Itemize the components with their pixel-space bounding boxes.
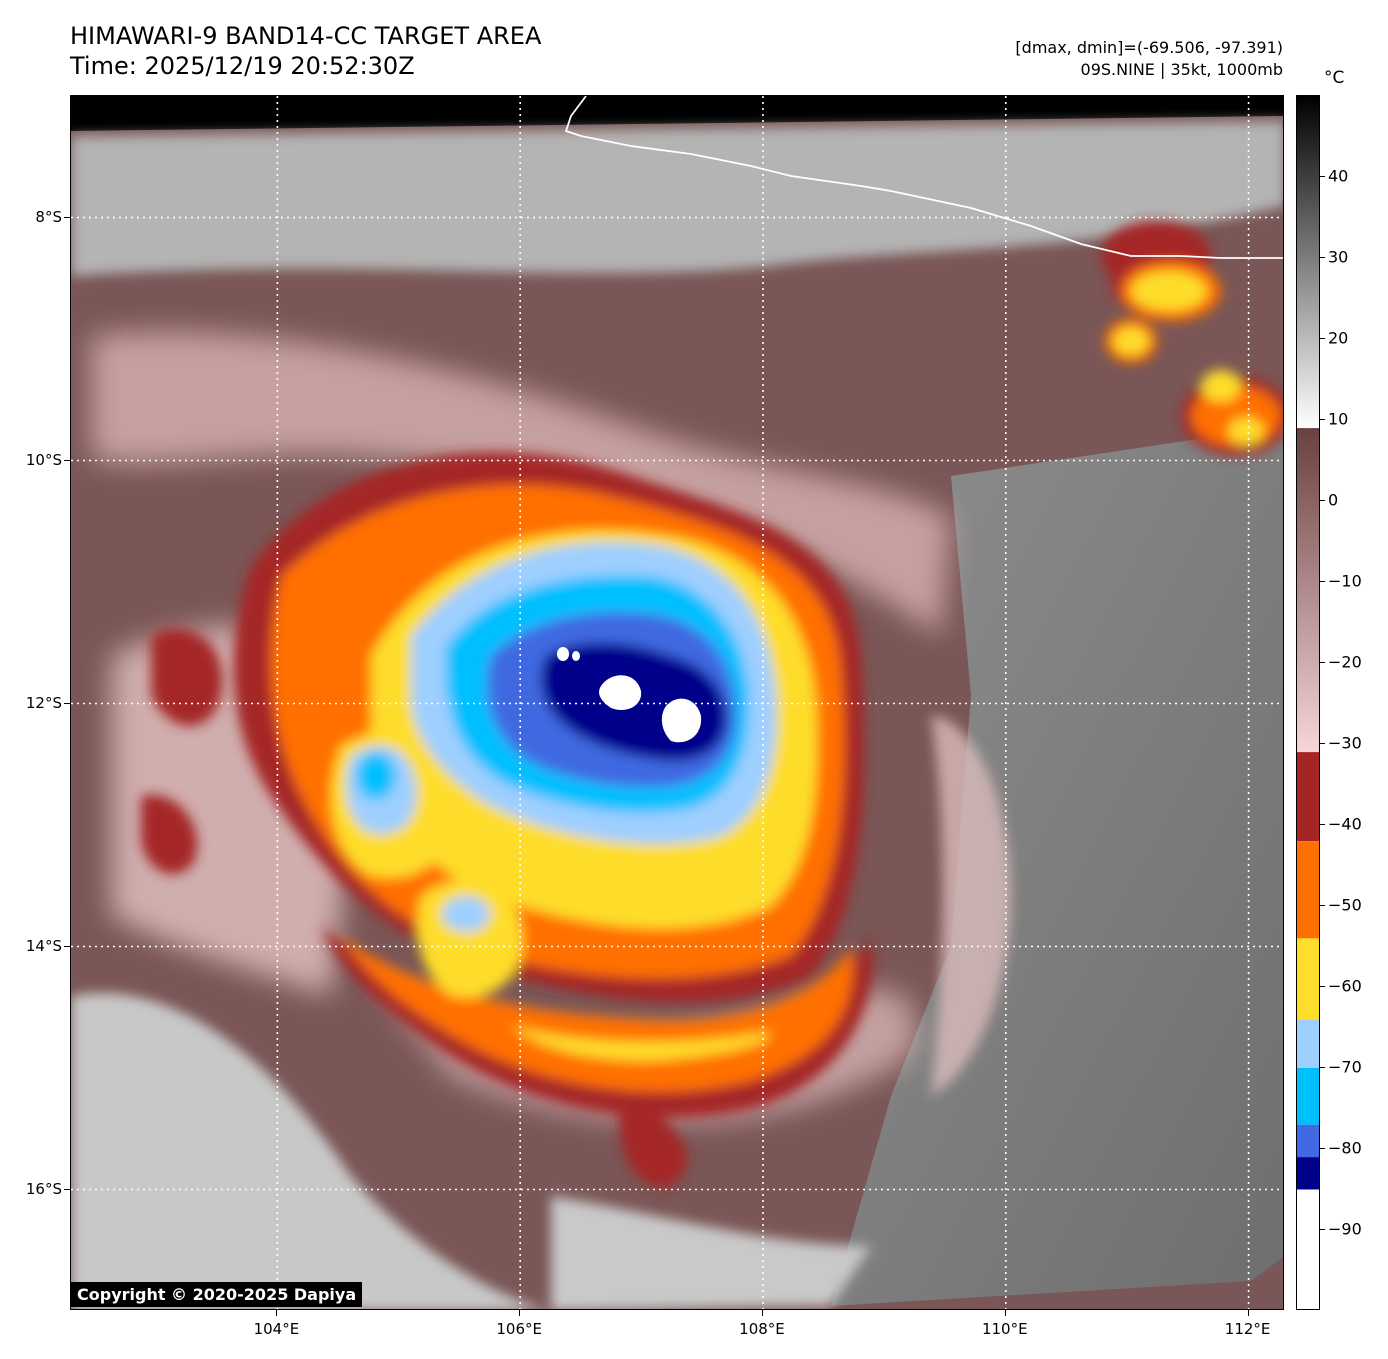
colorbar-segment	[1297, 1189, 1319, 1309]
storm-info: 09S.NINE | 35kt, 1000mb	[1080, 60, 1283, 79]
colorbar	[1296, 95, 1320, 1310]
colorbar-tick-label: −10	[1328, 571, 1362, 591]
colorbar-tick-mark	[1320, 1229, 1325, 1230]
colorbar-segment	[1297, 841, 1319, 939]
colorbar-tick-mark	[1320, 581, 1325, 582]
colorbar-tick-mark	[1320, 905, 1325, 906]
colorbar-segment	[1297, 1157, 1319, 1190]
latitude-tick-mark	[64, 459, 70, 461]
colorbar-tick-mark	[1320, 824, 1325, 825]
latitude-tick-label: 16°S	[25, 1179, 62, 1198]
colorbar-segment	[1297, 752, 1319, 842]
colorbar-tick-label: 10	[1328, 409, 1349, 429]
colorbar-tick-mark	[1320, 176, 1325, 177]
latitude-tick-mark	[64, 945, 70, 947]
colorbar-tick-label: 30	[1328, 247, 1349, 267]
colorbar-tick-label: 40	[1328, 166, 1349, 186]
latitude-tick-mark	[64, 216, 70, 218]
colorbar-tick-label: −20	[1328, 652, 1362, 672]
satellite-map: Copyright © 2020-2025 Dapiya	[70, 95, 1284, 1310]
longitude-tick-mark	[519, 1310, 521, 1316]
latitude-tick-label: 12°S	[25, 693, 62, 712]
colorbar-gradient	[1297, 96, 1319, 1309]
longitude-tick-label: 110°E	[981, 1320, 1028, 1338]
ir-imagery	[71, 96, 1283, 1309]
colorbar-tick-mark	[1320, 1067, 1325, 1068]
latitude-tick-mark	[64, 702, 70, 704]
colorbar-tick-mark	[1320, 500, 1325, 501]
longitude-tick-mark	[1004, 1310, 1006, 1316]
colorbar-tick-label: −60	[1328, 976, 1362, 996]
colorbar-tick-label: −30	[1328, 733, 1362, 753]
colorbar-segment	[1297, 428, 1319, 753]
copyright-label: Copyright © 2020-2025 Dapiya	[71, 1282, 363, 1307]
colorbar-segment	[1297, 1124, 1319, 1158]
colorbar-segment	[1297, 1068, 1319, 1125]
latitude-tick-label: 10°S	[25, 450, 62, 469]
latitude-tick-label: 14°S	[25, 936, 62, 955]
colorbar-unit: °C	[1324, 68, 1345, 88]
map-time: Time: 2025/12/19 20:52:30Z	[70, 52, 415, 80]
longitude-tick-mark	[276, 1310, 278, 1316]
colorbar-segment	[1297, 96, 1319, 429]
colorbar-segment	[1297, 938, 1319, 1020]
longitude-tick-label: 108°E	[739, 1320, 785, 1338]
latitude-tick-label: 8°S	[35, 207, 62, 226]
colorbar-tick-label: −50	[1328, 895, 1362, 915]
colorbar-tick-mark	[1320, 986, 1325, 987]
colorbar-tick-mark	[1320, 257, 1325, 258]
colorbar-tick-mark	[1320, 1148, 1325, 1149]
longitude-tick-mark	[1247, 1310, 1249, 1316]
colorbar-tick-label: −90	[1328, 1219, 1362, 1239]
colorbar-tick-label: 20	[1328, 328, 1349, 348]
lat-lon-gridlines	[71, 96, 1283, 1309]
colorbar-tick-mark	[1320, 419, 1325, 420]
colorbar-tick-label: 0	[1328, 490, 1339, 510]
range-readout: [dmax, dmin]=(-69.506, -97.391)	[1015, 38, 1283, 57]
cloud-field	[71, 96, 1283, 1309]
colorbar-tick-mark	[1320, 662, 1325, 663]
colorbar-tick-label: −80	[1328, 1138, 1362, 1158]
longitude-tick-label: 104°E	[253, 1320, 300, 1338]
colorbar-segment	[1297, 1019, 1319, 1068]
longitude-tick-mark	[761, 1310, 763, 1316]
colorbar-tick-mark	[1320, 338, 1325, 339]
colorbar-tick-label: −70	[1328, 1057, 1362, 1077]
latitude-tick-mark	[64, 1188, 70, 1190]
colorbar-tick-label: −40	[1328, 814, 1362, 834]
map-title: HIMAWARI-9 BAND14-CC TARGET AREA	[70, 22, 542, 50]
colorbar-tick-mark	[1320, 743, 1325, 744]
longitude-tick-label: 106°E	[496, 1320, 542, 1338]
longitude-tick-label: 112°E	[1224, 1320, 1271, 1338]
